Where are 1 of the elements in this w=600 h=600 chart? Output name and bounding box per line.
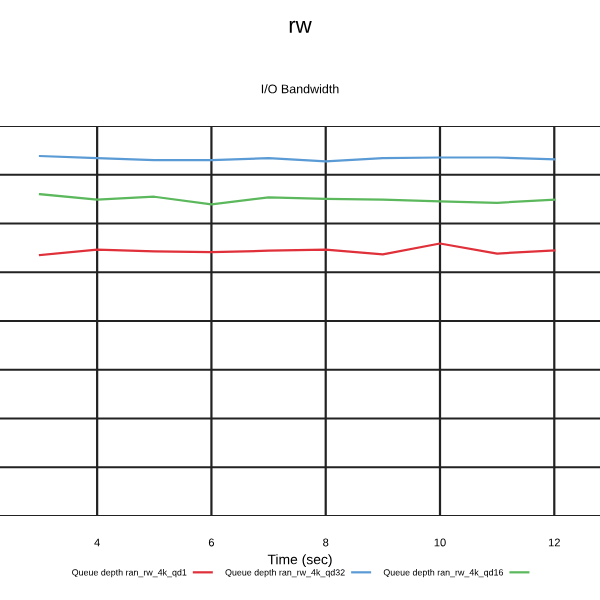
chart-title: rw (289, 20, 312, 33)
